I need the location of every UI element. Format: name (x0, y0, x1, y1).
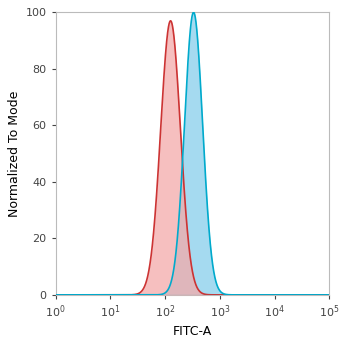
X-axis label: FITC-A: FITC-A (173, 325, 212, 338)
Y-axis label: Normalized To Mode: Normalized To Mode (8, 90, 21, 217)
